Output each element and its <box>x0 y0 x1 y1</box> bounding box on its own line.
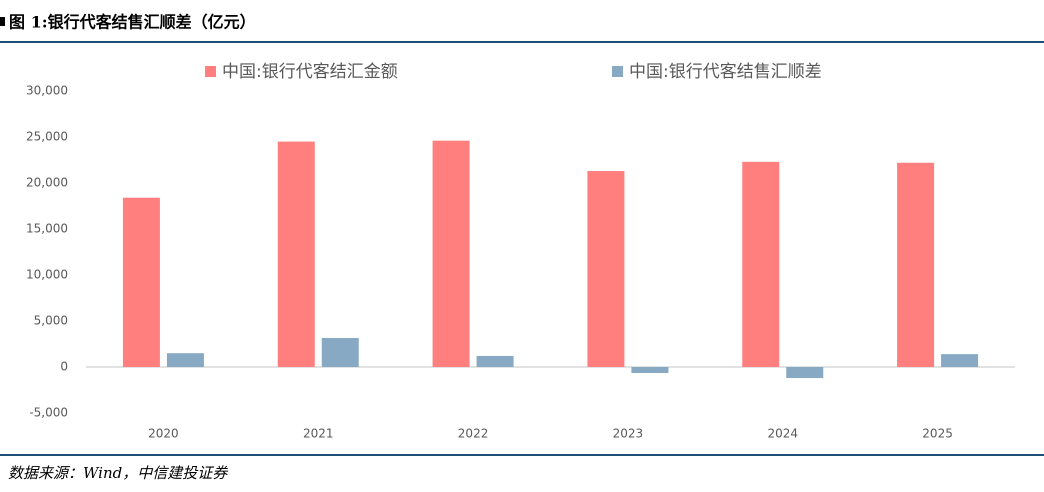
source-note: 数据来源：Wind，中信建投证券 <box>8 464 228 482</box>
bar <box>277 141 315 367</box>
bar <box>631 367 669 373</box>
bar <box>786 367 824 379</box>
x-tick-label: 2022 <box>458 427 489 441</box>
x-tick-label: 2025 <box>922 427 953 441</box>
y-tick-label: -5,000 <box>29 406 68 420</box>
y-tick-label: 5,000 <box>34 314 68 328</box>
title-marker <box>0 17 5 26</box>
legend-label: 中国:银行代客结汇金额 <box>222 62 398 82</box>
y-tick-label: 15,000 <box>26 222 68 236</box>
bar <box>897 162 935 367</box>
chart-title: 图 1:银行代客结售汇顺差（亿元） <box>9 13 256 32</box>
bar <box>166 353 204 367</box>
bar <box>587 171 625 367</box>
y-tick-label: 25,000 <box>26 130 68 144</box>
y-tick-label: 30,000 <box>26 84 68 98</box>
bar <box>941 354 979 367</box>
bar <box>476 355 514 367</box>
x-tick-label: 2020 <box>148 427 179 441</box>
y-tick-label: 0 <box>60 360 68 374</box>
legend-label: 中国:银行代客结售汇顺差 <box>629 62 822 82</box>
x-tick-label: 2021 <box>303 427 334 441</box>
legend-swatch <box>205 66 216 77</box>
bar <box>321 338 359 367</box>
y-tick-label: 10,000 <box>26 268 68 282</box>
bar <box>122 197 160 367</box>
x-tick-label: 2024 <box>767 427 798 441</box>
legend-swatch <box>612 66 623 77</box>
y-tick-label: 20,000 <box>26 176 68 190</box>
x-tick-label: 2023 <box>613 427 644 441</box>
bar <box>742 161 780 367</box>
bar <box>432 140 470 367</box>
